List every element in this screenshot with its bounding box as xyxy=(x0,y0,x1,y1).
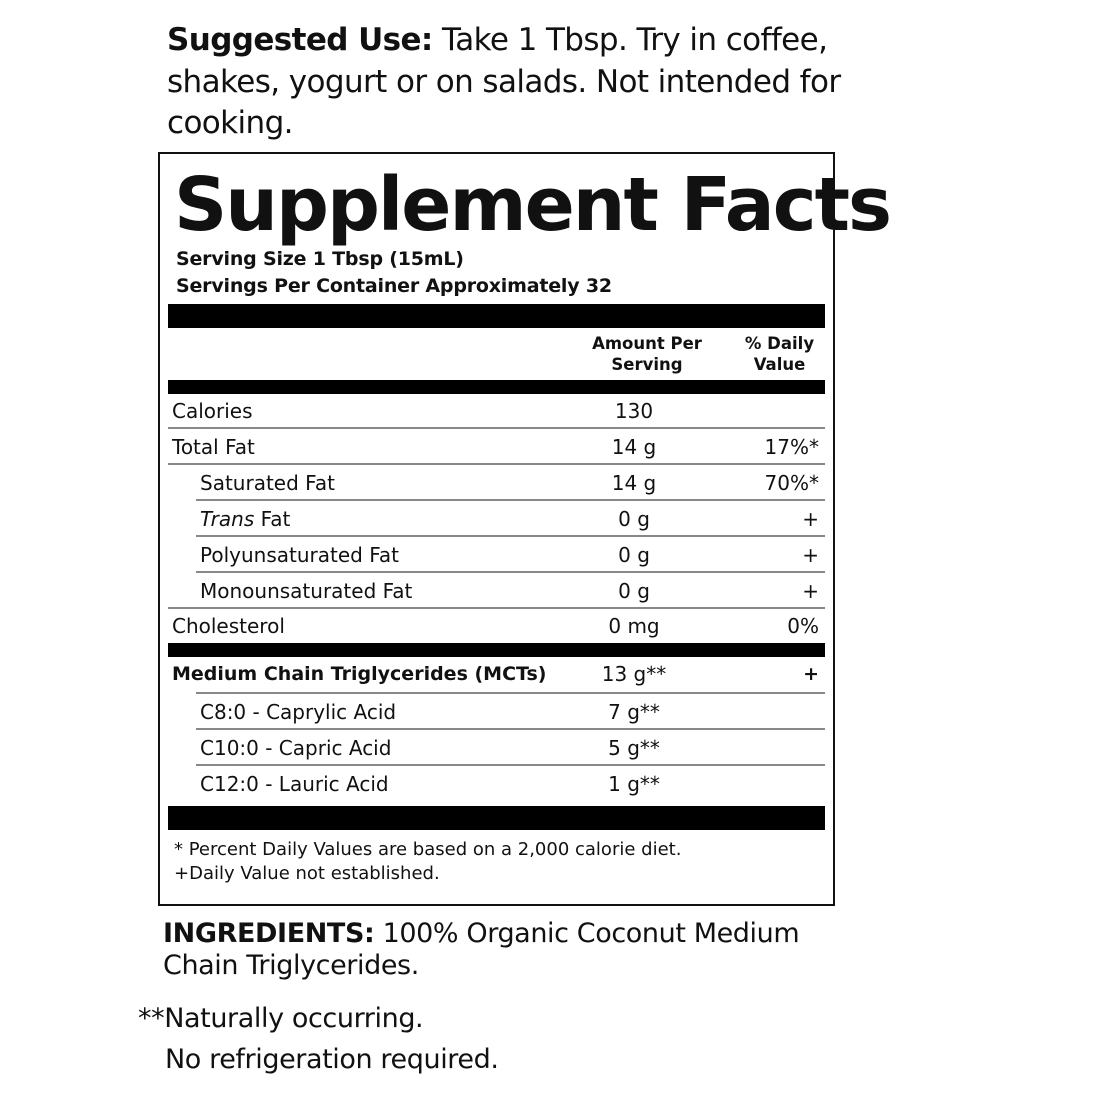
row-calories: Calories 130 xyxy=(168,393,825,429)
row-amount: 7 g** xyxy=(608,700,660,724)
divider-bar xyxy=(168,304,825,328)
row-saturated-fat: Saturated Fat 14 g 70%* xyxy=(168,465,825,501)
col-amount-header: Amount Per Serving xyxy=(592,334,702,374)
row-divider xyxy=(196,692,825,694)
supplement-facts-panel: Supplement Facts Serving Size 1 Tbsp (15… xyxy=(158,152,892,906)
row-label: C8:0 - Caprylic Acid xyxy=(200,700,397,724)
ingredients-text: 100% Organic Coconut Medium Chain Trigly… xyxy=(163,918,800,981)
row-label: C10:0 - Capric Acid xyxy=(200,736,392,760)
row-c8: C8:0 - Caprylic Acid 7 g** xyxy=(168,694,825,730)
row-divider xyxy=(196,571,825,573)
row-dv: 70%* xyxy=(764,471,819,495)
row-divider xyxy=(168,607,825,609)
row-amount: 0 g xyxy=(618,507,650,531)
row-amount: 0 g xyxy=(618,543,650,567)
suggested-use: Suggested Use: Take 1 Tbsp. Try in coffe… xyxy=(167,20,867,145)
divider-bar xyxy=(168,380,825,394)
row-amount: 5 g** xyxy=(608,736,660,760)
row-label: Calories xyxy=(172,399,253,423)
row-cholesterol: Cholesterol 0 mg 0% xyxy=(168,608,825,644)
suggested-use-label: Suggested Use: xyxy=(167,22,433,58)
serving-size: Serving Size 1 Tbsp (15mL) xyxy=(176,248,464,270)
divider-bar xyxy=(168,643,825,657)
row-label: Medium Chain Triglycerides (MCTs) xyxy=(172,663,547,685)
facts-title: Supplement Facts xyxy=(174,162,892,248)
row-total-fat: Total Fat 14 g 17%* xyxy=(168,429,825,465)
row-dv: + xyxy=(802,543,819,567)
row-amount: 14 g xyxy=(611,435,657,459)
row-c10: C10:0 - Capric Acid 5 g** xyxy=(168,730,825,766)
row-divider xyxy=(168,463,825,465)
row-divider xyxy=(168,427,825,429)
row-amount: 13 g** xyxy=(601,662,667,686)
row-amount: 0 mg xyxy=(608,614,660,638)
footnote-daily-values: * Percent Daily Values are based on a 2,… xyxy=(174,839,682,860)
ingredients: INGREDIENTS: 100% Organic Coconut Medium… xyxy=(163,918,823,982)
trans-suffix: Fat xyxy=(254,507,291,531)
row-divider xyxy=(196,728,825,730)
naturally-occurring-note: **Naturally occurring. xyxy=(138,1003,424,1034)
row-label: Cholesterol xyxy=(172,614,285,638)
row-dv: 0% xyxy=(787,614,819,638)
row-divider xyxy=(196,535,825,537)
divider-bar xyxy=(168,806,825,830)
servings-per-container: Servings Per Container Approximately 32 xyxy=(176,275,612,297)
row-amount: 1 g** xyxy=(608,772,660,796)
row-amount: 0 g xyxy=(618,579,650,603)
row-dv: + xyxy=(803,663,819,685)
row-dv: + xyxy=(802,507,819,531)
row-polyunsaturated-fat: Polyunsaturated Fat 0 g + xyxy=(168,537,825,573)
col-dv-header: % Daily Value xyxy=(744,334,815,374)
ingredients-label: INGREDIENTS: xyxy=(163,918,375,949)
row-monounsaturated-fat: Monounsaturated Fat 0 g + xyxy=(168,573,825,609)
row-c12: C12:0 - Lauric Acid 1 g** xyxy=(168,766,825,802)
trans-label: Trans xyxy=(200,507,255,531)
row-label: Total Fat xyxy=(172,435,255,459)
row-trans-fat: Trans Fat 0 g + xyxy=(168,501,825,537)
row-amount: 130 xyxy=(614,399,654,423)
footnote-not-established: +Daily Value not established. xyxy=(174,863,440,884)
refrigeration-note: No refrigeration required. xyxy=(165,1044,499,1075)
suggested-use-text: Take 1 Tbsp. Try in coffee, shakes, yogu… xyxy=(167,22,841,141)
row-dv: + xyxy=(802,579,819,603)
row-dv: 17%* xyxy=(764,435,819,459)
row-label: Saturated Fat xyxy=(200,471,335,495)
row-label: Monounsaturated Fat xyxy=(200,579,413,603)
row-mcts: Medium Chain Triglycerides (MCTs) 13 g** + xyxy=(168,656,825,692)
row-label: Polyunsaturated Fat xyxy=(200,543,399,567)
notes: **Naturally occurring. No refrigeration … xyxy=(138,998,499,1080)
row-divider xyxy=(196,499,825,501)
row-label: Trans Fat xyxy=(168,507,559,531)
row-amount: 14 g xyxy=(611,471,657,495)
row-divider xyxy=(196,764,825,766)
row-label: C12:0 - Lauric Acid xyxy=(200,772,389,796)
